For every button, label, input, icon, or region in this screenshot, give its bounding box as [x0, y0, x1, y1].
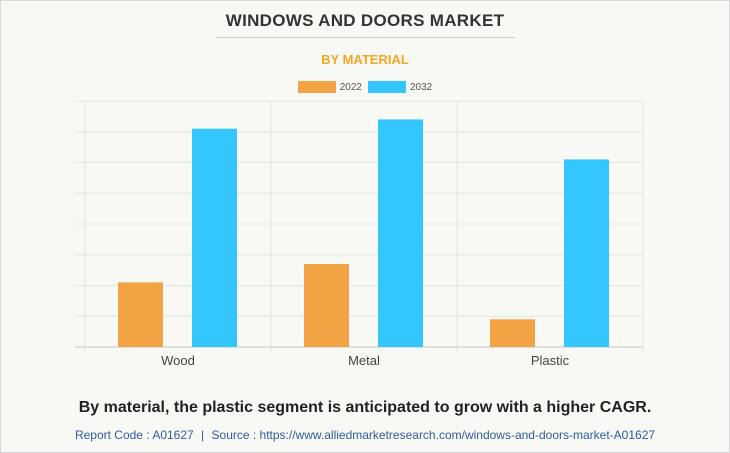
- x-tick-label-wood: Wood: [161, 353, 195, 368]
- x-tick-label-metal: Metal: [348, 353, 380, 368]
- legend-item-2032: 2032: [368, 81, 432, 93]
- bar-plastic-2032: [564, 159, 609, 347]
- bar-plastic-2022: [490, 319, 535, 347]
- bars: [118, 119, 609, 347]
- title-divider: [215, 37, 515, 38]
- bar-wood-2022: [118, 282, 163, 347]
- bar-metal-2032: [378, 119, 423, 347]
- source-separator: |: [201, 428, 205, 442]
- chart-caption: By material, the plastic segment is anti…: [78, 399, 652, 416]
- bar-metal-2022: [304, 263, 349, 347]
- gridlines: [75, 100, 644, 353]
- legend-swatch-2032: [368, 81, 406, 93]
- legend-label-2032: 2032: [410, 81, 433, 93]
- source-line: Report Code : A01627 | Source : https://…: [0, 428, 730, 442]
- legend-label-2022: 2022: [339, 81, 362, 93]
- legend-swatch-2022: [297, 81, 336, 93]
- x-axis-labels: Wood Metal Plastic: [161, 353, 570, 368]
- report-code: Report Code : A01627: [74, 428, 194, 442]
- source-link[interactable]: Source : https://www.alliedmarketresearc…: [211, 428, 656, 442]
- bar-wood-2032: [192, 128, 237, 347]
- legend: 2022 2032: [0, 81, 730, 93]
- x-tick-label-plastic: Plastic: [531, 353, 570, 368]
- chart-subtitle: BY MATERIAL: [321, 52, 409, 67]
- chart-title: WINDOWS AND DOORS MARKET: [225, 11, 505, 30]
- legend-item-2022: 2022: [297, 81, 362, 93]
